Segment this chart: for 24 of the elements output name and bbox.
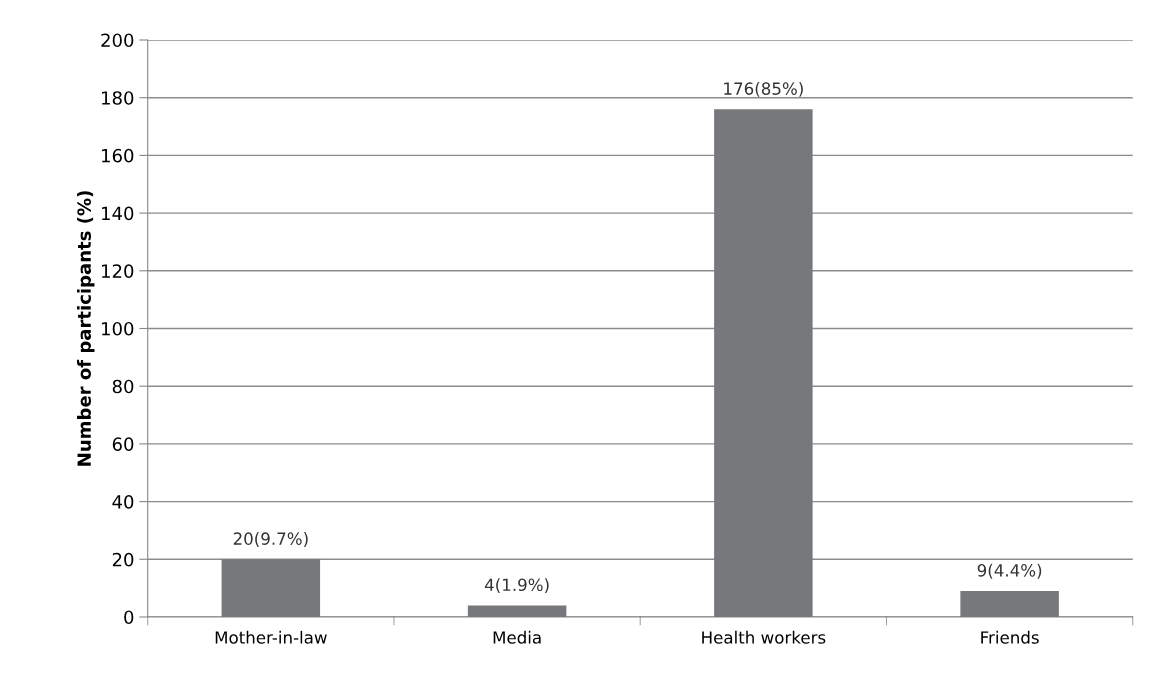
y-tick-label: 60 bbox=[112, 437, 134, 451]
y-tick-label: 180 bbox=[102, 91, 134, 105]
data-label: 4(1.9%) bbox=[484, 578, 549, 594]
x-tick-label: Mother-in-law bbox=[215, 630, 327, 644]
data-label: 176(85%) bbox=[724, 82, 803, 97]
x-tick-label: Health workers bbox=[702, 630, 826, 644]
data-label: 9(4.4%) bbox=[977, 563, 1042, 579]
y-axis-title: Number of participants (%) bbox=[77, 191, 95, 466]
y-tick-label: 120 bbox=[102, 264, 134, 278]
bar bbox=[714, 109, 813, 617]
x-tick-label: Media bbox=[493, 630, 541, 644]
y-tick-label: 40 bbox=[112, 495, 134, 509]
x-tick-label: Friends bbox=[981, 630, 1039, 644]
bar bbox=[960, 591, 1059, 617]
y-tick-label: 0 bbox=[124, 610, 134, 625]
bar bbox=[467, 605, 567, 617]
y-tick-label: 20 bbox=[112, 552, 134, 567]
y-tick-label: 200 bbox=[101, 33, 134, 48]
bar bbox=[221, 559, 321, 617]
y-tick-label: 100 bbox=[102, 321, 134, 336]
y-tick-label: 80 bbox=[112, 379, 134, 394]
data-label: 20(9.7%) bbox=[233, 532, 308, 547]
y-tick-label: 160 bbox=[102, 148, 134, 163]
y-tick-label: 140 bbox=[102, 206, 134, 221]
